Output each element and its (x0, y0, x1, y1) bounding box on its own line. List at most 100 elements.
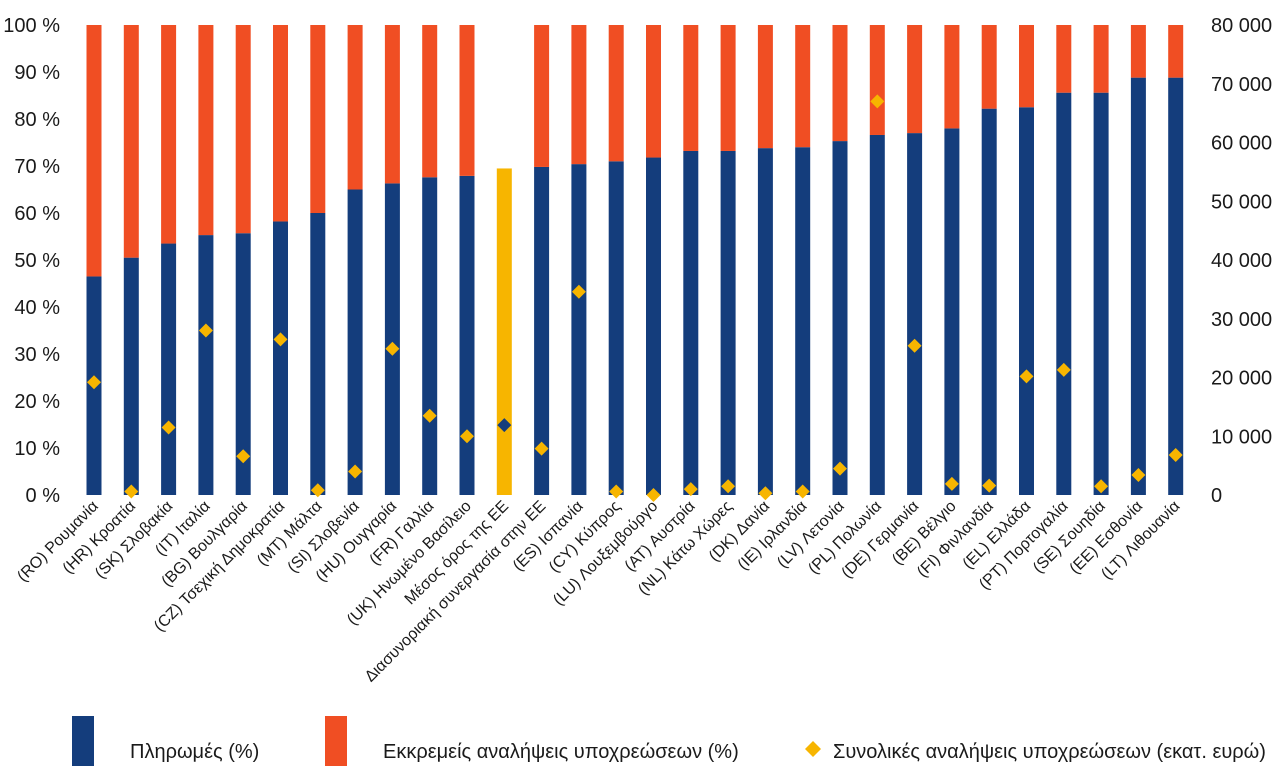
y-tick-right-label: 30 000 (1211, 309, 1272, 331)
point-total-commitments (982, 478, 997, 493)
bar-outstanding (1019, 25, 1034, 108)
bar-payments (869, 134, 885, 496)
bar-outstanding (1093, 25, 1109, 93)
point-total-commitments (609, 484, 624, 499)
bar-payments (1056, 92, 1072, 496)
bar-payments (310, 213, 326, 495)
point-total-commitments (534, 441, 549, 456)
point-total-commitments (1168, 448, 1183, 463)
point-total-commitments (124, 484, 139, 499)
bar-payments (571, 164, 587, 495)
bar-outstanding (384, 25, 400, 184)
bar-outstanding (86, 25, 102, 277)
bar-payments (608, 161, 624, 496)
y-tick-left-label: 50 % (14, 250, 60, 272)
bar-payments (384, 183, 400, 495)
y-tick-right-label: 10 000 (1211, 426, 1272, 448)
legend-label-payments: Πληρωμές (%) (130, 741, 259, 763)
bar-outstanding (832, 25, 848, 142)
bars (86, 25, 1184, 496)
bar-payments (832, 141, 848, 495)
bar-payments (347, 189, 363, 495)
bar-payments (1093, 92, 1109, 496)
bar-outstanding (907, 25, 923, 134)
y-tick-left-label: 70 % (14, 156, 60, 178)
point-total-commitments (683, 482, 698, 497)
y-tick-left-label: 90 % (14, 62, 60, 84)
bar-outstanding (235, 25, 251, 234)
y-tick-right-label: 20 000 (1211, 368, 1272, 390)
point-total-commitments (385, 341, 400, 356)
bar-outstanding (198, 25, 214, 236)
point-total-commitments (571, 284, 586, 299)
y-tick-right-label: 60 000 (1211, 133, 1272, 155)
point-total-commitments (161, 420, 176, 435)
bar-payments (422, 177, 438, 495)
bar-payments (944, 128, 960, 495)
bar-payments (795, 147, 811, 495)
bar-outstanding (1056, 25, 1072, 93)
bar-payments (757, 148, 773, 495)
bar-outstanding (571, 25, 587, 165)
y-tick-left-label: 40 % (14, 297, 60, 319)
y-tick-left-label: 100 % (3, 15, 60, 37)
y-tick-left-label: 0 % (26, 485, 61, 507)
legend-label-total: Συνολικές αναλήψεις υποχρεώσεων (εκατ. ε… (833, 741, 1266, 763)
bar-outstanding (123, 25, 139, 258)
bar-payments (683, 150, 699, 495)
bar-payments (1130, 77, 1146, 495)
y-tick-right-label: 80 000 (1211, 15, 1272, 37)
point-total-commitments (236, 449, 251, 464)
bar-payments (720, 150, 736, 495)
bar-outstanding (347, 25, 363, 190)
y-tick-left-label: 30 % (14, 344, 60, 366)
point-total-commitments (310, 483, 325, 498)
point-total-commitments (646, 488, 661, 502)
bar-outstanding (720, 25, 736, 151)
bar-outstanding (646, 25, 661, 158)
point-total-commitments (870, 94, 885, 109)
x-axis: (RO) Ρουμανία(HR) Κροατία(SK) Σλοβακία(I… (14, 498, 1183, 686)
bar-payments (273, 221, 288, 495)
bar-average (496, 168, 512, 495)
bar-payments (235, 233, 251, 495)
point-total-commitments (460, 429, 474, 444)
point-total-commitments (795, 484, 810, 499)
y-tick-left-label: 60 % (14, 203, 60, 225)
bar-average-remainder (496, 25, 512, 169)
point-total-commitments (1019, 369, 1034, 384)
bar-outstanding (944, 25, 960, 129)
bar-outstanding (422, 25, 438, 178)
bar-outstanding (981, 25, 997, 109)
legend: Πληρωμές (%) Εκκρεμείς αναλήψεις υποχρεώ… (72, 716, 1266, 766)
bar-outstanding (459, 25, 475, 176)
bar-payments (534, 166, 550, 495)
point-total-commitments (1131, 468, 1146, 483)
points (87, 94, 1183, 502)
bar-payments (123, 257, 139, 495)
y-tick-right-label: 0 (1211, 485, 1222, 507)
y-tick-left-label: 10 % (14, 438, 60, 460)
bar-payments (459, 175, 475, 495)
point-total-commitments (907, 338, 922, 353)
bar-outstanding (608, 25, 624, 162)
y-axis-right: 0 10 000 20 000 30 000 40 000 50 000 60 000 70 … (1211, 15, 1272, 507)
point-total-commitments (833, 461, 847, 476)
y-axis-left: 0 % 10 % 20 % 30 % 40 % 50 % 60 % 70 % 80 % 90 % 1… (3, 15, 60, 507)
legend-marker-total (805, 741, 821, 757)
point-total-commitments (758, 486, 773, 501)
bar-outstanding (310, 25, 326, 213)
y-tick-right-label: 70 000 (1211, 74, 1272, 96)
bar-outstanding (757, 25, 773, 149)
bar-outstanding (795, 25, 811, 148)
y-tick-left-label: 20 % (14, 391, 60, 413)
point-total-commitments (721, 479, 736, 494)
point-total-commitments (944, 476, 959, 491)
legend-swatch-outstanding (325, 716, 347, 766)
legend-label-outstanding: Εκκρεμείς αναλήψεις υποχρεώσεων (%) (383, 741, 739, 763)
bar-outstanding (161, 25, 177, 244)
bar-outstanding (1130, 25, 1146, 78)
bar-payments (1168, 77, 1184, 495)
bar-payments (981, 108, 997, 495)
bar-payments (161, 243, 177, 495)
